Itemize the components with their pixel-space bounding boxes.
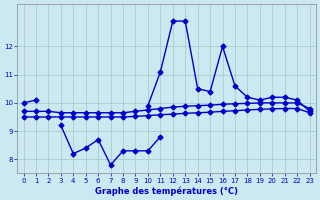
X-axis label: Graphe des températures (°C): Graphe des températures (°C): [95, 186, 238, 196]
